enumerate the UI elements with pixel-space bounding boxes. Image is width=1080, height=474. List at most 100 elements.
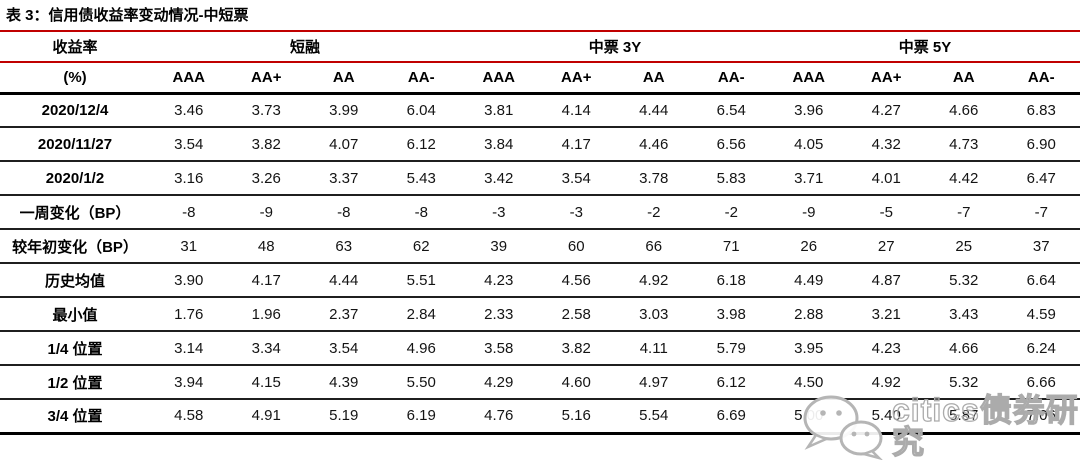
row-label: 1/4 位置 <box>0 331 150 366</box>
cell-value: 39 <box>460 229 538 264</box>
cell-value: 60 <box>537 229 615 264</box>
table-row: 历史均值 3.90 4.17 4.44 5.51 4.23 4.56 4.92 6.18 4.49… <box>0 263 1080 298</box>
cell-value: 5.43 <box>382 161 460 196</box>
cell-value: 27 <box>847 229 925 264</box>
cell-value: 62 <box>382 229 460 264</box>
cell-value: 4.44 <box>615 93 693 128</box>
cell-value: 3.81 <box>460 93 538 128</box>
cell-value: 4.60 <box>537 365 615 400</box>
cell-value: 4.87 <box>847 263 925 298</box>
cell-value: 6.64 <box>1002 263 1080 298</box>
cell-value: 4.27 <box>847 93 925 128</box>
column-header-cell: AA- <box>1002 62 1080 95</box>
cell-value: 4.01 <box>847 161 925 196</box>
cell-value: 3.98 <box>692 297 770 332</box>
cell-value: 3.84 <box>460 127 538 162</box>
cell-value: -7 <box>1002 195 1080 230</box>
cell-value: 5.19 <box>305 399 383 435</box>
cell-value: 3.42 <box>460 161 538 196</box>
cell-value: 3.54 <box>305 331 383 366</box>
cell-value: 4.92 <box>615 263 693 298</box>
cell-value: 3.16 <box>150 161 228 196</box>
yield-table-body: 2020/12/4 3.46 3.73 3.99 6.04 3.81 4.14 4.44 6.5… <box>0 93 1080 435</box>
column-header-cell: AAA <box>770 62 848 95</box>
row-label: 最小值 <box>0 297 150 332</box>
cell-value: 3.95 <box>770 331 848 366</box>
row-label: 2020/1/2 <box>0 161 150 196</box>
row-label: 2020/12/4 <box>0 93 150 128</box>
cell-value: 3.54 <box>150 127 228 162</box>
cell-value: 66 <box>615 229 693 264</box>
column-header-cell: AA <box>925 62 1003 95</box>
column-header-cell: AA+ <box>847 62 925 95</box>
cell-value: -2 <box>615 195 693 230</box>
cell-value: 71 <box>692 229 770 264</box>
cell-value: 3.03 <box>615 297 693 332</box>
column-header-cell: AA+ <box>537 62 615 95</box>
table-row: 1/4 位置 3.14 3.34 3.54 4.96 3.58 3.82 4.11 5.79 3.… <box>0 331 1080 366</box>
cell-value: 26 <box>770 229 848 264</box>
cell-value: 37 <box>1002 229 1080 264</box>
cell-value: 5.32 <box>925 365 1003 400</box>
row-label: 1/2 位置 <box>0 365 150 400</box>
column-header-row: (%) AAA AA+ AA AA- AAA AA+ AA AA- AAA AA+ AA AA- <box>0 62 1080 95</box>
cell-value: 6.19 <box>382 399 460 435</box>
cell-value: 6.18 <box>692 263 770 298</box>
cell-value: 4.14 <box>537 93 615 128</box>
table-row: 1/2 位置 3.94 4.15 4.39 5.50 4.29 4.60 4.97 6.12 4.… <box>0 365 1080 400</box>
cell-value: -8 <box>305 195 383 230</box>
cell-value: 6.69 <box>692 399 770 435</box>
cell-value: 3.90 <box>150 263 228 298</box>
cell-value: 5.83 <box>692 161 770 196</box>
cell-value: 3.46 <box>150 93 228 128</box>
cell-value: 31 <box>150 229 228 264</box>
cell-value: 4.59 <box>1002 297 1080 332</box>
cell-value: -5 <box>847 195 925 230</box>
cell-value: 63 <box>305 229 383 264</box>
cell-value: 3.99 <box>305 93 383 128</box>
cell-value: 6.56 <box>692 127 770 162</box>
cell-value: 4.39 <box>305 365 383 400</box>
cell-value: 3.54 <box>537 161 615 196</box>
cell-value: 3.26 <box>227 161 305 196</box>
cell-value: 5.40 <box>847 399 925 435</box>
group-header-cell: 短融 <box>150 32 460 63</box>
cell-value: 4.66 <box>925 331 1003 366</box>
cell-value: 2.33 <box>460 297 538 332</box>
cell-value: 3.96 <box>770 93 848 128</box>
cell-value: 3.43 <box>925 297 1003 332</box>
cell-value: 4.42 <box>925 161 1003 196</box>
cell-value: 3.94 <box>150 365 228 400</box>
cell-value: 3.14 <box>150 331 228 366</box>
cell-value: 5.00 <box>770 399 848 435</box>
row-label: 较年初变化（BP） <box>0 229 150 264</box>
cell-value: 2.88 <box>770 297 848 332</box>
cell-value: 4.23 <box>847 331 925 366</box>
cell-value: 25 <box>925 229 1003 264</box>
cell-value: 5.54 <box>615 399 693 435</box>
cell-value: 4.07 <box>305 127 383 162</box>
cell-value: 7.06 <box>1002 399 1080 435</box>
cell-value: 4.73 <box>925 127 1003 162</box>
table-row: 3/4 位置 4.58 4.91 5.19 6.19 4.76 5.16 5.54 6.69 5.… <box>0 399 1080 435</box>
column-header-cell: AA- <box>382 62 460 95</box>
cell-value: 3.34 <box>227 331 305 366</box>
cell-value: 4.05 <box>770 127 848 162</box>
cell-value: 5.87 <box>925 399 1003 435</box>
cell-value: 4.17 <box>537 127 615 162</box>
cell-value: 4.58 <box>150 399 228 435</box>
cell-value: 5.51 <box>382 263 460 298</box>
table-row: 2020/1/2 3.16 3.26 3.37 5.43 3.42 3.54 3.78 5.83… <box>0 161 1080 196</box>
cell-value: 6.12 <box>382 127 460 162</box>
column-header-cell: AA- <box>692 62 770 95</box>
cell-value: 4.91 <box>227 399 305 435</box>
cell-value: 4.66 <box>925 93 1003 128</box>
cell-value: 3.37 <box>305 161 383 196</box>
cell-value: 4.76 <box>460 399 538 435</box>
cell-value: 2.37 <box>305 297 383 332</box>
table-row: 最小值 1.76 1.96 2.37 2.84 2.33 2.58 3.03 3.98 2.88 3… <box>0 297 1080 332</box>
cell-value: 4.29 <box>460 365 538 400</box>
cell-value: -8 <box>150 195 228 230</box>
cell-value: -3 <box>460 195 538 230</box>
group-header-cell: 收益率 <box>0 32 150 63</box>
